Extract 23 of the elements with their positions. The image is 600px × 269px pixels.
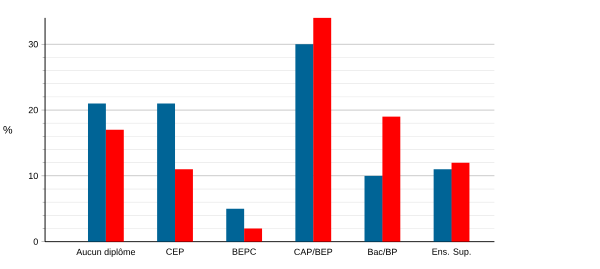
y-axis-title: %	[3, 126, 12, 134]
bar	[434, 170, 452, 242]
x-tick-label: Bac/BP	[368, 248, 397, 256]
bar	[382, 116, 400, 242]
bar	[157, 104, 176, 242]
bar	[452, 162, 470, 242]
y-tick-label: 20	[28, 107, 38, 114]
y-tick-label: 30	[28, 41, 38, 48]
bar	[364, 176, 382, 242]
bar	[226, 209, 244, 242]
bar	[295, 44, 314, 242]
bar	[106, 130, 124, 242]
x-tick-label: Aucun diplôme	[76, 248, 136, 258]
bar	[175, 170, 193, 242]
x-tick-label: CEP	[166, 248, 184, 256]
y-tick-label: 0	[34, 238, 38, 246]
x-tick-label: Ens. Sup.	[432, 248, 471, 257]
bar	[88, 104, 106, 242]
x-tick-label: BEPC	[232, 248, 256, 256]
bar	[244, 228, 262, 242]
bar	[313, 18, 332, 242]
x-tick-label: CAP/BEP	[294, 248, 332, 256]
y-tick-label: 10	[28, 172, 38, 180]
